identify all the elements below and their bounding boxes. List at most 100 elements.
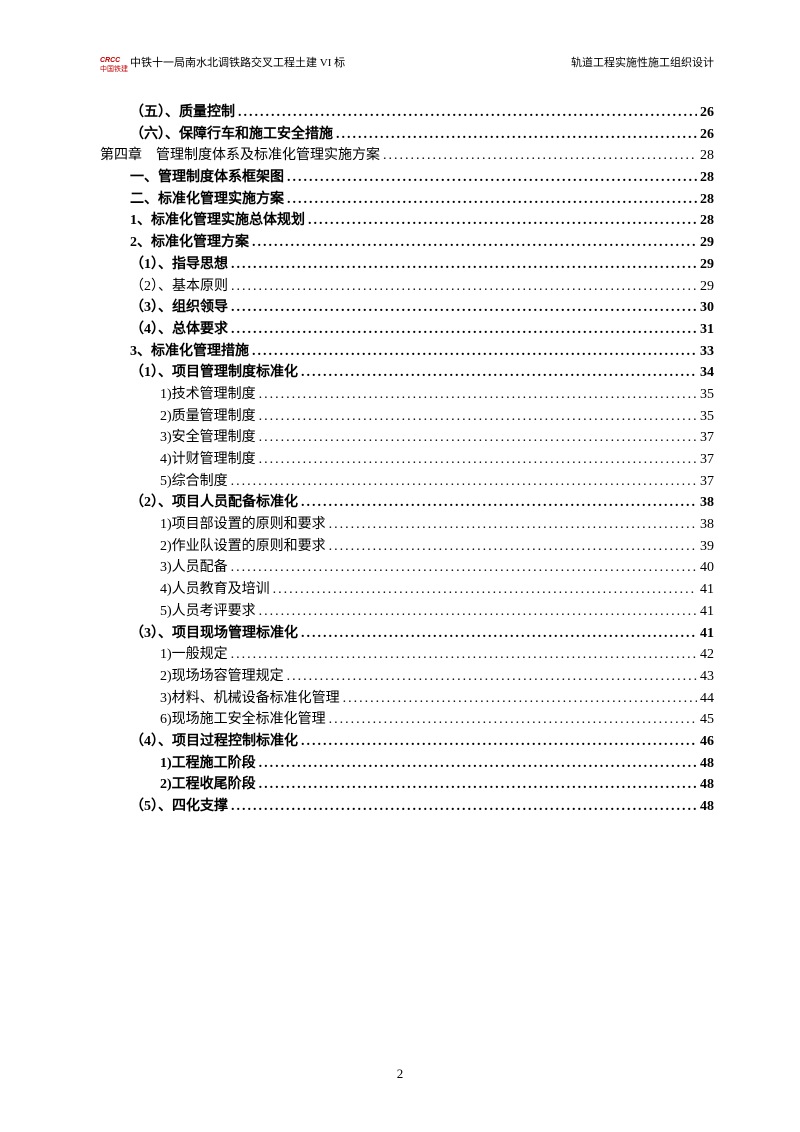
- toc-entry-page: 28: [700, 210, 714, 232]
- table-of-contents: （五）、质量控制26（六）、保障行车和施工安全措施26第四章 管理制度体系及标准…: [100, 102, 714, 818]
- toc-entry: （五）、质量控制 26: [100, 102, 714, 124]
- toc-leader-dots: [231, 276, 697, 298]
- logo: CRCC 中国铁建: [100, 57, 128, 67]
- toc-entry: 5)人员考评要求 41: [100, 601, 714, 623]
- toc-entry-label: 2)现场场容管理规定: [160, 666, 284, 688]
- toc-entry-page: 28: [700, 189, 714, 211]
- toc-entry: （4）、总体要求 31: [100, 319, 714, 341]
- toc-entry-label: （4）、总体要求: [130, 319, 228, 341]
- toc-entry: （2）、基本原则29: [100, 276, 714, 298]
- toc-entry-label: （2）、基本原则: [130, 276, 228, 298]
- header-right-text: 轨道工程实施性施工组织设计: [571, 54, 714, 70]
- toc-entry: 一、管理制度体系框架图 28: [100, 167, 714, 189]
- toc-entry-page: 37: [700, 427, 714, 449]
- toc-leader-dots: [259, 449, 697, 471]
- toc-entry-page: 31: [700, 319, 714, 341]
- toc-entry-page: 30: [700, 297, 714, 319]
- toc-entry-page: 37: [700, 471, 714, 493]
- toc-entry-page: 43: [700, 666, 714, 688]
- toc-entry-label: 1)项目部设置的原则和要求: [160, 514, 326, 536]
- header-left-text: 中铁十一局南水北调铁路交叉工程土建 VI 标: [130, 54, 345, 70]
- toc-leader-dots: [231, 471, 697, 493]
- toc-entry: 1、标准化管理实施总体规划28: [100, 210, 714, 232]
- toc-leader-dots: [231, 796, 697, 818]
- logo-bottom-text: 中国铁建: [100, 64, 128, 74]
- toc-entry: 2)质量管理制度 35: [100, 406, 714, 428]
- toc-entry: 4)计财管理制度37: [100, 449, 714, 471]
- toc-entry-label: （五）、质量控制: [130, 102, 235, 124]
- toc-entry: 3、标准化管理措施33: [100, 341, 714, 363]
- toc-entry: 1)工程施工阶段 48: [100, 753, 714, 775]
- toc-entry-page: 44: [700, 688, 714, 710]
- toc-leader-dots: [343, 688, 697, 710]
- toc-leader-dots: [231, 644, 697, 666]
- toc-entry-label: 2)工程收尾阶段: [160, 774, 256, 796]
- toc-entry-page: 35: [700, 406, 714, 428]
- toc-entry-label: （4）、项目过程控制标准化: [130, 731, 298, 753]
- toc-leader-dots: [301, 362, 697, 384]
- toc-leader-dots: [259, 774, 697, 796]
- toc-entry-label: （5）、四化支撑: [130, 796, 228, 818]
- toc-entry-label: （1）、指导思想: [130, 254, 228, 276]
- toc-entry-page: 40: [700, 557, 714, 579]
- toc-entry: 3)材料、机械设备标准化管理44: [100, 688, 714, 710]
- toc-leader-dots: [329, 514, 697, 536]
- toc-entry-label: 1)一般规定: [160, 644, 228, 666]
- toc-leader-dots: [329, 536, 697, 558]
- toc-leader-dots: [301, 492, 697, 514]
- toc-leader-dots: [259, 384, 697, 406]
- toc-entry-label: 1)工程施工阶段: [160, 753, 256, 775]
- toc-leader-dots: [259, 753, 697, 775]
- toc-entry: 第四章 管理制度体系及标准化管理实施方案28: [100, 145, 714, 167]
- toc-entry: （1）、项目管理制度标准化 34: [100, 362, 714, 384]
- toc-entry-label: 一、管理制度体系框架图: [130, 167, 284, 189]
- toc-entry: 2)现场场容管理规定 43: [100, 666, 714, 688]
- toc-leader-dots: [287, 167, 697, 189]
- header-left: CRCC 中国铁建 中铁十一局南水北调铁路交叉工程土建 VI 标: [100, 54, 345, 70]
- toc-entry-label: 2)质量管理制度: [160, 406, 256, 428]
- toc-entry-page: 48: [700, 796, 714, 818]
- toc-leader-dots: [231, 297, 697, 319]
- page-number: 2: [0, 1066, 800, 1082]
- toc-leader-dots: [259, 406, 697, 428]
- toc-entry-page: 26: [700, 124, 714, 146]
- toc-entry: 5)综合制度37: [100, 471, 714, 493]
- toc-entry-label: 5)人员考评要求: [160, 601, 256, 623]
- toc-leader-dots: [301, 623, 697, 645]
- toc-entry: 3)人员配备40: [100, 557, 714, 579]
- toc-entry-page: 29: [700, 232, 714, 254]
- toc-entry: （5）、四化支撑 48: [100, 796, 714, 818]
- toc-entry-page: 41: [700, 601, 714, 623]
- toc-leader-dots: [273, 579, 697, 601]
- toc-leader-dots: [383, 145, 697, 167]
- toc-entry: （1）、指导思想 29: [100, 254, 714, 276]
- toc-entry-page: 45: [700, 709, 714, 731]
- toc-entry-label: （六）、保障行车和施工安全措施: [130, 124, 333, 146]
- toc-entry: 3)安全管理制度37: [100, 427, 714, 449]
- toc-entry-page: 41: [700, 579, 714, 601]
- toc-entry-page: 26: [700, 102, 714, 124]
- toc-entry-page: 37: [700, 449, 714, 471]
- toc-entry: （2）、项目人员配备标准化38: [100, 492, 714, 514]
- toc-leader-dots: [231, 557, 697, 579]
- toc-entry-page: 34: [700, 362, 714, 384]
- toc-entry-page: 29: [700, 254, 714, 276]
- toc-entry: 二、标准化管理实施方案28: [100, 189, 714, 211]
- toc-entry-page: 48: [700, 753, 714, 775]
- toc-leader-dots: [259, 427, 697, 449]
- toc-entry-label: （2）、项目人员配备标准化: [130, 492, 298, 514]
- toc-entry-page: 33: [700, 341, 714, 363]
- toc-entry: 1)一般规定 42: [100, 644, 714, 666]
- toc-entry: 6)现场施工安全标准化管理45: [100, 709, 714, 731]
- toc-entry: （4）、项目过程控制标准化 46: [100, 731, 714, 753]
- toc-entry: 4)人员教育及培训 41: [100, 579, 714, 601]
- logo-top-text: CRCC: [100, 57, 128, 64]
- toc-entry-page: 28: [700, 167, 714, 189]
- toc-entry: （六）、保障行车和施工安全措施 26: [100, 124, 714, 146]
- toc-entry-label: 4)人员教育及培训: [160, 579, 270, 601]
- toc-entry-page: 42: [700, 644, 714, 666]
- toc-entry-label: （1）、项目管理制度标准化: [130, 362, 298, 384]
- toc-entry-page: 48: [700, 774, 714, 796]
- toc-entry-label: 第四章 管理制度体系及标准化管理实施方案: [100, 145, 380, 167]
- toc-leader-dots: [252, 341, 697, 363]
